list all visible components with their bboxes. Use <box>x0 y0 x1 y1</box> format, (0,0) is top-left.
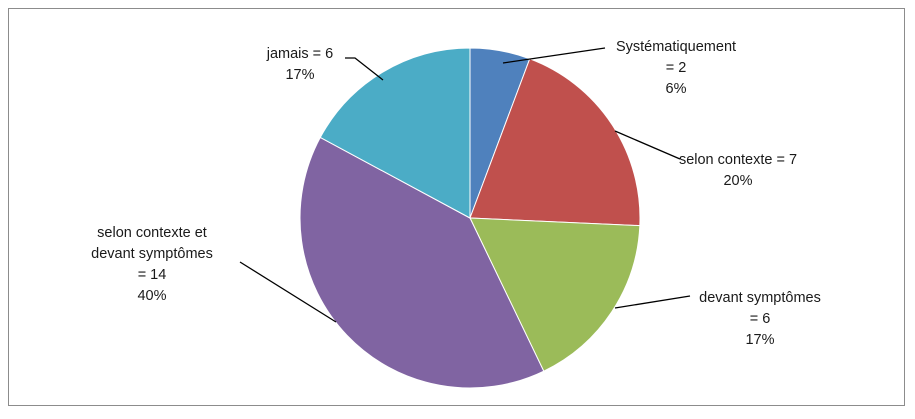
data-label-line: 40% <box>137 288 166 304</box>
data-label-2: selon contexte = 7 20% <box>679 152 797 189</box>
data-label-line: devant symptômes <box>699 290 821 306</box>
data-label-line: jamais = 6 <box>266 46 334 62</box>
leader-line-3 <box>615 296 690 308</box>
data-label-line: selon contexte et <box>97 225 207 241</box>
data-label-line: devant symptômes <box>91 246 213 262</box>
data-label-line: = 6 <box>750 311 771 327</box>
data-label-line: = 2 <box>666 60 687 76</box>
data-label-5: jamais = 6 17% <box>266 46 334 83</box>
data-label-line: = 14 <box>138 267 167 283</box>
data-label-line: 17% <box>285 67 314 83</box>
data-label-line: selon contexte = 7 <box>679 152 797 168</box>
data-label-line: Systématiquement <box>616 39 736 55</box>
data-label-line: 20% <box>723 173 752 189</box>
data-label-4: selon contexte et devant symptômes = 14 40% <box>91 225 213 304</box>
data-label-3: devant symptômes = 6 17% <box>699 290 821 348</box>
data-label-1: Systématiquement = 2 6% <box>616 39 736 97</box>
data-label-line: 6% <box>666 81 687 97</box>
pie-slices <box>300 48 640 388</box>
data-label-line: 17% <box>745 332 774 348</box>
